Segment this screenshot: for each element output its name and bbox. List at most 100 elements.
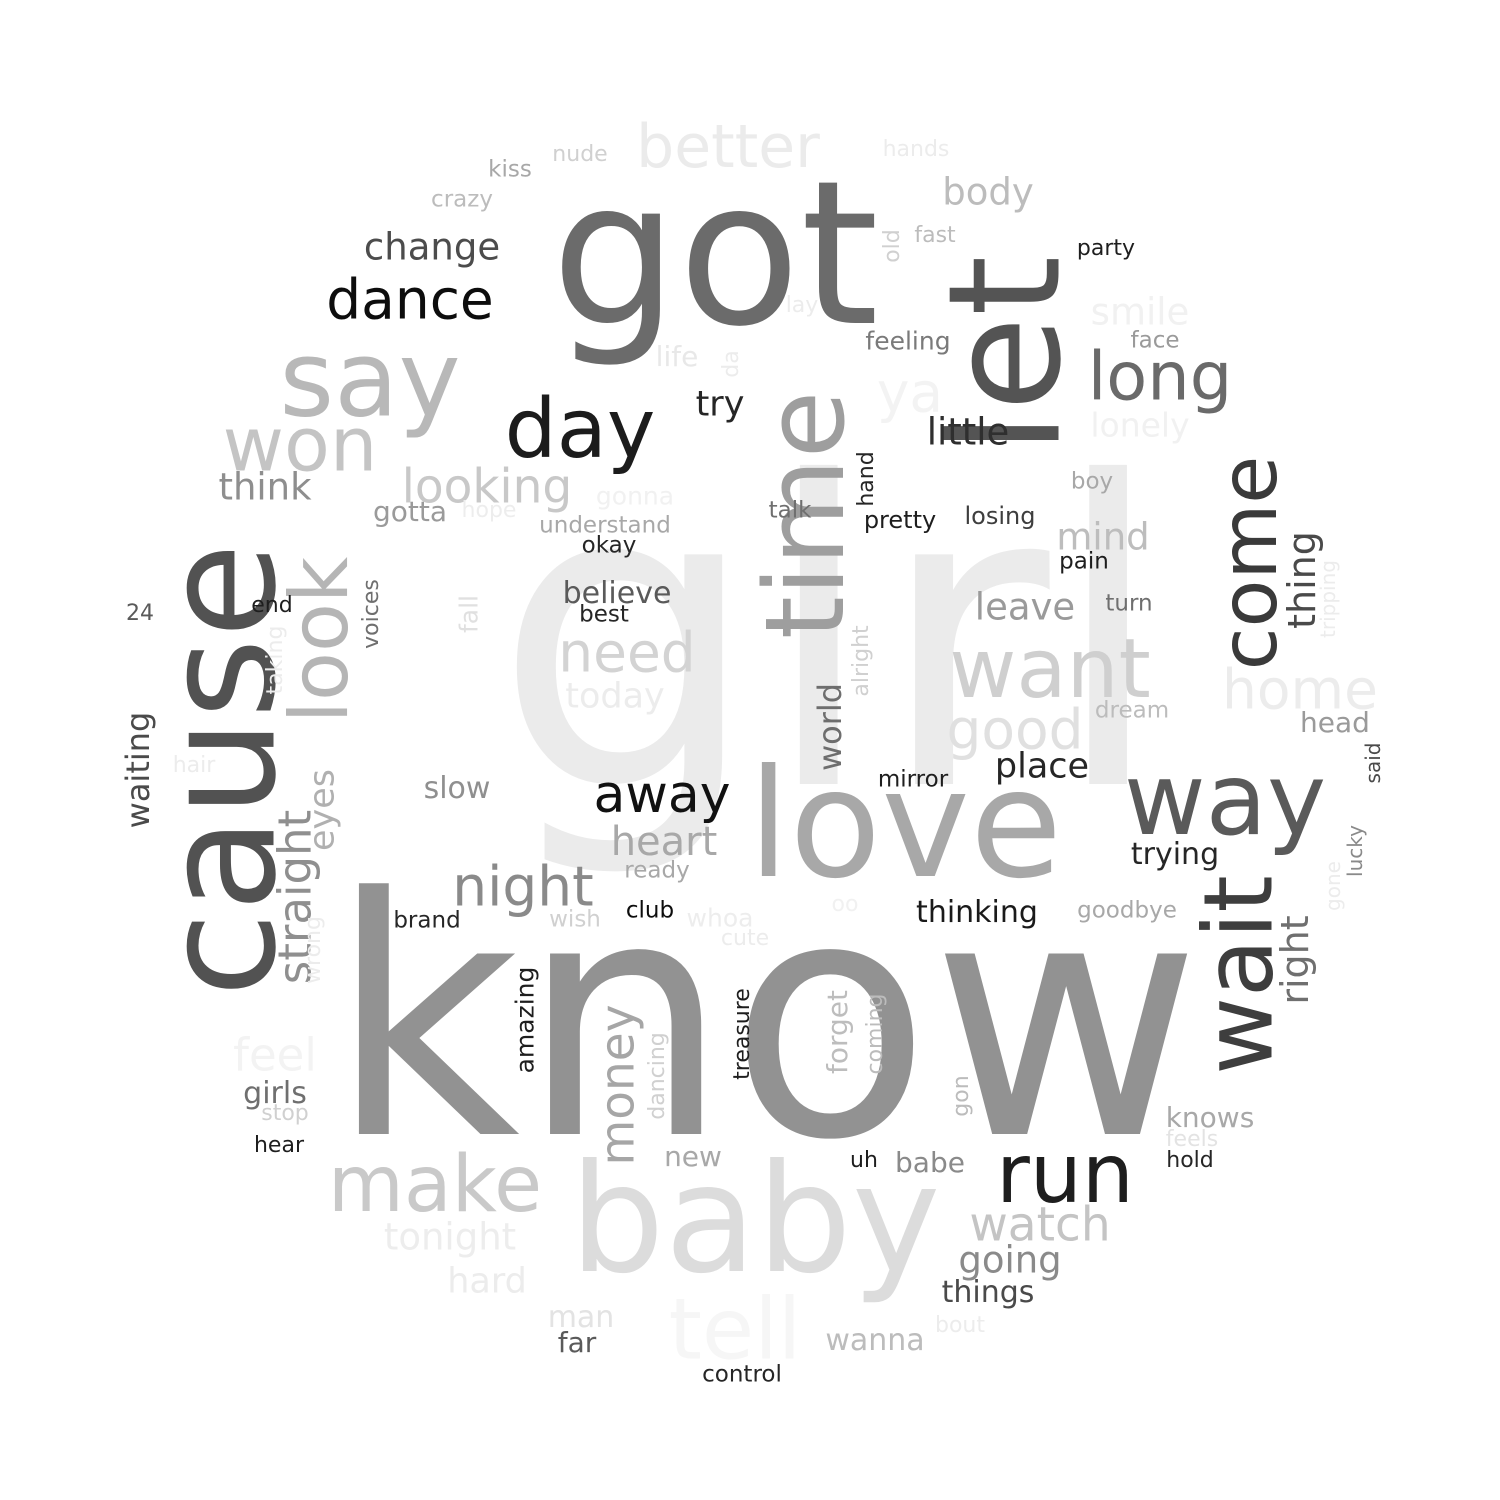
word-got: got	[551, 138, 879, 371]
word-away: away	[593, 765, 731, 825]
word-24: 24	[126, 601, 154, 626]
word-hold: hold	[1166, 1148, 1214, 1173]
word-money: money	[590, 1004, 646, 1166]
word-long: long	[1087, 337, 1233, 416]
word-fast: fast	[914, 223, 956, 248]
word-hear: hear	[253, 1133, 305, 1158]
word-goodbye: goodbye	[1077, 897, 1177, 924]
word-run: run	[996, 1127, 1134, 1222]
word-ya: ya	[876, 360, 944, 425]
word-gonna: gonna	[595, 481, 675, 511]
word-eyes: eyes	[302, 768, 343, 852]
word-turn: turn	[1105, 590, 1153, 617]
word-face: face	[1130, 327, 1180, 354]
word-feel: feel	[233, 1028, 317, 1082]
word-wanna: wanna	[825, 1323, 925, 1358]
word-nude: nude	[552, 142, 608, 167]
word-crazy: crazy	[431, 186, 493, 213]
word-taking: taking	[263, 625, 288, 695]
word-control: control	[702, 1361, 782, 1388]
word-watch: watch	[969, 1197, 1111, 1253]
word-girls: girls	[243, 1076, 307, 1111]
word-said: said	[1361, 742, 1385, 784]
word-tripping: tripping	[1316, 560, 1340, 638]
word-baby: baby	[569, 1133, 941, 1307]
word-life: life	[655, 340, 699, 373]
word-treasure: treasure	[730, 988, 755, 1080]
word-club: club	[625, 897, 675, 924]
word-try: try	[695, 384, 745, 425]
word-forget: forget	[821, 990, 854, 1074]
word-hope: hope	[461, 498, 517, 523]
word-going: going	[958, 1238, 1062, 1282]
word-da: da	[719, 350, 744, 378]
word-dance: dance	[326, 267, 494, 332]
word-feeling: feeling	[865, 326, 951, 356]
word-voices: voices	[359, 579, 384, 649]
word-understand: understand	[539, 512, 671, 539]
word-alright: alright	[849, 625, 874, 697]
word-little: little	[926, 410, 1010, 454]
word-world: world	[811, 682, 849, 772]
word-say: say	[279, 318, 461, 441]
word-hands: hands	[882, 137, 950, 162]
word-hard: hard	[447, 1261, 527, 1302]
word-coming: coming	[863, 993, 888, 1075]
word-end: end	[251, 593, 293, 618]
word-stop: stop	[261, 1101, 309, 1126]
word-things: things	[941, 1275, 1035, 1310]
word-slow: slow	[423, 771, 491, 806]
word-smile: smile	[1090, 290, 1190, 334]
word-pain: pain	[1059, 548, 1109, 575]
word-look: look	[273, 556, 366, 724]
word-dancing: dancing	[645, 1032, 670, 1120]
word-waiting: waiting	[119, 711, 157, 829]
word-lonely: lonely	[1090, 405, 1190, 445]
word-looking: looking	[401, 459, 573, 515]
word-change: change	[363, 225, 501, 269]
word-hair: hair	[172, 753, 216, 778]
word-ready: ready	[624, 857, 690, 884]
word-party: party	[1076, 236, 1136, 261]
word-trying: trying	[1130, 837, 1220, 872]
word-pretty: pretty	[863, 506, 937, 534]
word-girl: girl	[493, 395, 1167, 884]
word-gotta: gotta	[372, 495, 448, 528]
word-kiss: kiss	[488, 156, 532, 183]
word-know: know	[328, 828, 1202, 1212]
word-good: good	[946, 697, 1084, 762]
word-okay: okay	[581, 532, 637, 559]
word-tell: tell	[668, 1280, 802, 1380]
word-need: need	[558, 620, 696, 685]
word-think: think	[218, 465, 312, 509]
word-hand: hand	[854, 451, 879, 507]
word-brand: brand	[393, 907, 461, 934]
word-feels: feels	[1165, 1127, 1219, 1152]
word-talk: talk	[768, 497, 812, 524]
word-far: far	[557, 1326, 597, 1359]
word-make: make	[327, 1140, 543, 1230]
word-right: right	[1273, 915, 1317, 1005]
word-old: old	[880, 229, 905, 263]
word-leave: leave	[974, 585, 1076, 629]
word-place: place	[994, 746, 1090, 787]
word-man: man	[547, 1300, 615, 1335]
word-tonight: tonight	[383, 1215, 517, 1259]
word-new: new	[664, 1140, 722, 1173]
word-amazing: amazing	[510, 966, 540, 1074]
word-head: head	[1300, 706, 1370, 739]
word-lay: lay	[785, 293, 819, 318]
word-mind: mind	[1056, 515, 1150, 559]
word-won: won	[222, 400, 378, 489]
word-oo: oo	[831, 892, 859, 917]
word-love: love	[747, 738, 1063, 912]
word-best: best	[579, 601, 629, 628]
word-day: day	[504, 382, 656, 477]
word-gone: gone	[1321, 861, 1345, 911]
word-losing: losing	[964, 502, 1036, 530]
word-knows: knows	[1165, 1101, 1255, 1134]
word-wish: wish	[549, 906, 601, 933]
word-whoa: whoa	[686, 903, 754, 933]
word-believe: believe	[562, 576, 672, 611]
